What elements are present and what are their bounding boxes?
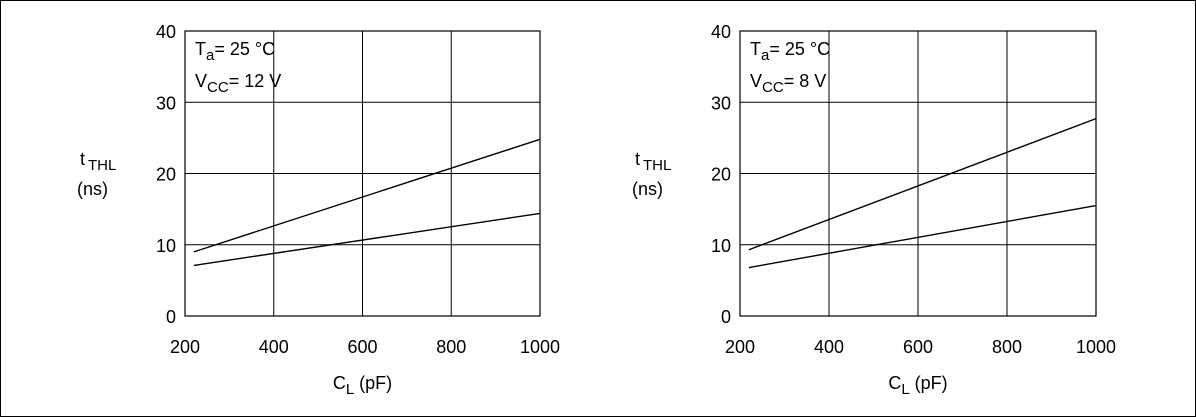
y-axis-label: t THL bbox=[80, 149, 116, 174]
x-axis-label: CL (pF) bbox=[888, 373, 947, 398]
y-tick-label: 10 bbox=[156, 236, 176, 256]
y-tick-label: 30 bbox=[711, 93, 731, 113]
y-tick-label: 40 bbox=[156, 22, 176, 42]
series-line-2 bbox=[193, 212, 541, 267]
series-line-2 bbox=[748, 204, 1097, 269]
condition-annotation: Ta= 25 °C bbox=[750, 39, 830, 64]
x-tick-label: 200 bbox=[725, 337, 755, 357]
x-tick-label: 800 bbox=[992, 337, 1022, 357]
condition-annotation: VCC= 8 V bbox=[750, 71, 826, 96]
series-line-1 bbox=[193, 138, 541, 253]
plot-area-frame bbox=[184, 30, 541, 317]
y-tick-label: 0 bbox=[166, 307, 176, 327]
x-tick-label: 200 bbox=[170, 337, 200, 357]
x-tick-label: 600 bbox=[347, 337, 377, 357]
y-axis-unit: (ns) bbox=[77, 179, 108, 199]
y-tick-label: 20 bbox=[156, 165, 176, 185]
y-tick-label: 30 bbox=[156, 93, 176, 113]
chart-2: 200 400 600 800 1000 0 10 20 30 40 CL (pF) t THL (ns)… bbox=[632, 22, 1116, 398]
y-tick-label: 10 bbox=[711, 236, 731, 256]
x-axis-label: CL (pF) bbox=[333, 373, 392, 398]
y-axis-label: t THL bbox=[635, 149, 671, 174]
series-line-1 bbox=[748, 117, 1097, 251]
y-axis-unit: (ns) bbox=[632, 179, 663, 199]
chart-1: 200 400 600 800 1000 0 10 20 30 40 CL (pF) t THL (ns)… bbox=[77, 22, 560, 398]
plot-area-frame bbox=[739, 30, 1097, 317]
x-tick-label: 800 bbox=[436, 337, 466, 357]
y-tick-label: 20 bbox=[711, 165, 731, 185]
y-tick-label: 0 bbox=[721, 307, 731, 327]
y-tick-label: 40 bbox=[711, 22, 731, 42]
x-tick-label: 1000 bbox=[1076, 337, 1116, 357]
x-tick-label: 600 bbox=[903, 337, 933, 357]
x-tick-label: 400 bbox=[814, 337, 844, 357]
condition-annotation: VCC= 12 V bbox=[195, 71, 281, 96]
x-tick-label: 1000 bbox=[520, 337, 560, 357]
condition-annotation: Ta= 25 °C bbox=[195, 39, 275, 64]
x-tick-label: 400 bbox=[259, 337, 289, 357]
